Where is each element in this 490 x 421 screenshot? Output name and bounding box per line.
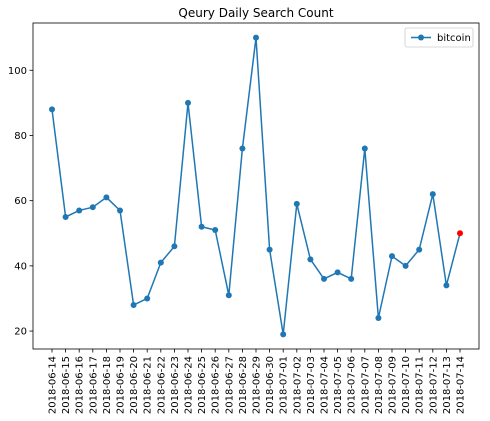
x-tick-label: 2018-07-02 <box>292 356 303 414</box>
data-point <box>321 275 327 282</box>
data-point <box>225 292 232 299</box>
x-tick-label: 2018-06-21 <box>143 356 154 414</box>
data-point <box>402 262 409 269</box>
data-point <box>334 269 341 276</box>
y-tick-label: 100 <box>8 66 27 77</box>
plot-frame <box>32 22 480 350</box>
data-point <box>375 315 382 322</box>
data-point <box>293 200 300 207</box>
data-point <box>389 253 395 260</box>
data-point <box>171 243 178 250</box>
data-point <box>307 256 314 263</box>
x-axis: 2018-06-14 2018-06-15 2018-06-16 2018-06-17… <box>48 349 467 414</box>
x-tick-label: 2018-07-06 <box>347 356 358 414</box>
data-point <box>103 194 110 201</box>
data-point <box>49 106 55 113</box>
data-point <box>361 145 368 152</box>
x-tick-label: 2018-07-11 <box>415 356 426 414</box>
data-point <box>429 191 436 198</box>
x-tick-label: 2018-06-25 <box>197 356 208 414</box>
series-points <box>49 34 463 338</box>
x-tick-label: 2018-06-15 <box>61 356 72 414</box>
x-tick-label: 2018-07-01 <box>279 356 290 414</box>
data-point <box>130 301 137 308</box>
data-point <box>185 99 191 106</box>
highlight-point <box>457 230 463 237</box>
legend-label-bitcoin: bitcoin <box>437 33 471 44</box>
x-tick-label: 2018-07-14 <box>456 356 467 414</box>
legend: bitcoin <box>404 27 474 48</box>
data-point <box>212 227 219 234</box>
data-point <box>76 207 83 214</box>
x-tick-label: 2018-06-29 <box>252 356 263 414</box>
x-tick-label: 2018-07-03 <box>306 356 317 414</box>
data-point <box>198 223 205 230</box>
data-point <box>266 246 273 253</box>
y-axis: 20 40 60 80 100 <box>8 66 33 338</box>
data-point <box>253 34 259 41</box>
x-tick-label: 2018-07-05 <box>333 356 344 414</box>
data-point <box>348 275 355 282</box>
data-point <box>89 204 96 211</box>
x-tick-label: 2018-07-08 <box>374 356 385 414</box>
data-point <box>443 282 450 289</box>
x-tick-label: 2018-06-19 <box>116 356 127 414</box>
x-tick-label: 2018-06-23 <box>170 356 181 414</box>
x-tick-label: 2018-06-26 <box>211 356 222 414</box>
x-tick-label: 2018-06-16 <box>75 356 86 414</box>
data-point <box>239 145 246 152</box>
x-tick-label: 2018-06-22 <box>156 356 167 414</box>
x-tick-label: 2018-06-27 <box>224 356 235 414</box>
x-tick-label: 2018-06-30 <box>265 356 276 414</box>
y-tick-label: 80 <box>14 131 27 142</box>
data-point <box>117 207 123 214</box>
data-point <box>280 331 287 338</box>
x-tick-label: 2018-06-17 <box>88 356 99 414</box>
x-tick-label: 2018-07-09 <box>388 356 399 414</box>
x-tick-label: 2018-07-10 <box>401 356 412 414</box>
y-tick-label: 40 <box>14 261 27 272</box>
x-tick-label: 2018-06-14 <box>48 356 59 414</box>
x-tick-label: 2018-06-20 <box>129 356 140 414</box>
data-point <box>62 213 69 220</box>
x-tick-label: 2018-06-18 <box>102 356 113 414</box>
legend-box <box>404 27 474 48</box>
x-tick-label: 2018-06-28 <box>238 356 249 414</box>
x-tick-label: 2018-06-24 <box>184 356 195 414</box>
data-point <box>416 246 423 253</box>
data-point <box>157 259 164 266</box>
data-point <box>144 295 151 302</box>
x-tick-label: 2018-07-07 <box>360 356 371 414</box>
x-tick-label: 2018-07-13 <box>442 356 453 414</box>
y-tick-label: 60 <box>14 196 27 207</box>
series-line-bitcoin <box>51 37 461 335</box>
chart-title: Qeury Daily Search Count <box>178 6 333 20</box>
x-tick-label: 2018-07-12 <box>428 356 439 414</box>
y-tick-label: 20 <box>14 327 27 338</box>
x-tick-label: 2018-07-04 <box>320 356 331 414</box>
legend-marker-bitcoin <box>418 34 424 41</box>
